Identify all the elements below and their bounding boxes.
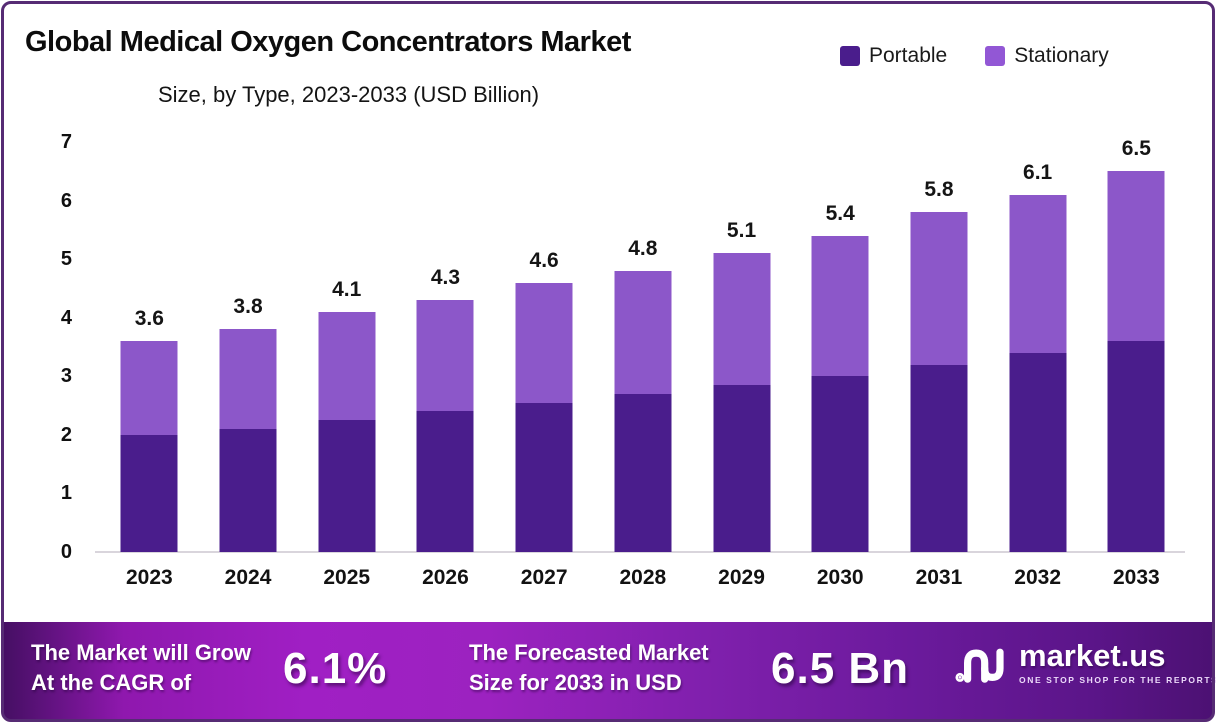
bar-segment-stationary-2032[interactable] [1009,194,1067,353]
bar-stack-2024[interactable] [219,329,277,552]
x-tick-2028: 2028 [619,566,667,589]
x-tick-2024: 2024 [224,566,272,589]
legend-label: Stationary [1014,44,1109,67]
bar-group-2031: 5.8 2031 [890,142,989,589]
bar-segment-portable-2025[interactable] [318,420,376,552]
bar-stack-2027[interactable] [515,282,573,552]
forecast-value: 6.5 Bn [771,644,910,693]
bar-group-2030: 5.4 2030 [791,142,890,589]
forecast-label-line2: Size for 2033 in USD [469,669,682,695]
bar-segment-portable-2033[interactable] [1107,341,1165,552]
bar-segment-portable-2030[interactable] [811,376,869,552]
x-tick-2032: 2032 [1014,566,1061,589]
brand-logo[interactable]: market.us ONE STOP SHOP FOR THE REPORTS [955,638,1216,686]
bar-segment-portable-2028[interactable] [614,393,672,552]
page-title: Global Medical Oxygen Concentrators Mark… [25,26,631,58]
total-label-2024: 3.8 [233,295,263,319]
bar-segment-stationary-2025[interactable] [318,311,376,421]
x-tick-2023: 2023 [125,566,173,589]
bar-segment-stationary-2024[interactable] [219,329,277,429]
bar-group-2027: 4.6 2027 [495,142,594,589]
total-label-2032: 6.1 [1023,160,1053,184]
bar-group-2026: 4.3 2026 [396,142,495,589]
bottom-banner: The Market will Grow At the CAGR of 6.1%… [3,622,1216,720]
legend-swatch-stationary [985,46,1006,66]
total-label-2031: 5.8 [924,178,954,202]
cagr-value: 6.1% [283,644,388,693]
total-label-2027: 4.6 [529,248,559,272]
bar-segment-portable-2031[interactable] [910,364,968,552]
y-tick-0: 0 [60,541,72,563]
bar-group-2024: 3.8 2024 [199,142,298,589]
bar-stack-2028[interactable] [614,270,672,552]
x-tick-2029: 2029 [718,566,765,589]
bar-segment-portable-2029[interactable] [713,385,771,552]
bar-segment-stationary-2027[interactable] [515,282,573,403]
market-us-logo-icon [955,648,1004,683]
cagr-label-line2: At the CAGR of [31,669,192,695]
bar-stack-2029[interactable] [713,253,771,552]
bar-segment-stationary-2029[interactable] [713,253,771,386]
bar-stack-2030[interactable] [811,235,869,552]
bar-stack-2025[interactable] [318,311,376,552]
x-tick-2026: 2026 [422,566,469,589]
bar-segment-portable-2027[interactable] [515,402,573,552]
brand-name: market.us [1019,638,1166,673]
bar-segment-stationary-2033[interactable] [1107,171,1165,342]
bar-stack-2033[interactable] [1107,171,1165,552]
bar-group-2029: 5.1 2029 [692,142,791,589]
bar-stack-2023[interactable] [120,341,178,552]
legend-item-portable[interactable]: Portable [840,44,947,68]
bar-segment-portable-2023[interactable] [120,434,178,552]
legend-item-stationary[interactable]: Stationary [985,44,1109,68]
x-tick-2025: 2025 [323,566,371,589]
total-label-2029: 5.1 [726,219,757,243]
total-label-2028: 4.8 [628,236,658,260]
legend-label: Portable [869,44,948,67]
bar-group-2028: 4.8 2028 [594,142,693,589]
bar-stack-2031[interactable] [910,212,968,552]
bar-segment-portable-2024[interactable] [219,429,277,552]
cagr-label: The Market will Grow At the CAGR of [31,638,251,697]
y-tick-3: 3 [60,365,72,388]
bar-segment-stationary-2023[interactable] [120,341,178,435]
bar-stack-2032[interactable] [1009,194,1067,552]
y-tick-2: 2 [60,423,72,446]
bar-group-2023: 3.6 2023 [100,142,199,589]
y-tick-4: 4 [60,306,72,329]
bar-segment-stationary-2026[interactable] [416,300,474,412]
chart-legend: Portable Stationary [840,44,1109,68]
x-tick-2033: 2033 [1112,566,1160,589]
chart-subtitle: Size, by Type, 2023-2033 (USD Billion) [158,82,540,107]
y-tick-6: 6 [60,189,72,212]
y-tick-5: 5 [60,248,72,271]
bar-segment-portable-2032[interactable] [1009,352,1067,552]
total-label-2033: 6.5 [1121,137,1151,161]
y-tick-7: 7 [60,131,72,153]
y-tick-1: 1 [60,482,72,505]
x-tick-2031: 2031 [915,566,963,589]
total-label-2023: 3.6 [134,307,164,331]
forecast-label: The Forecasted Market Size for 2033 in U… [469,638,709,697]
total-label-2030: 5.4 [825,201,855,225]
bar-group-2032: 6.1 2032 [988,142,1087,589]
bar-group-2033: 6.5 2033 [1087,137,1186,589]
bar-segment-stationary-2028[interactable] [614,270,672,394]
x-tick-2030: 2030 [816,566,864,589]
brand-tagline: ONE STOP SHOP FOR THE REPORTS [1019,674,1216,685]
forecast-label-line1: The Forecasted Market [469,640,709,665]
bar-segment-stationary-2030[interactable] [811,235,869,377]
x-tick-2027: 2027 [520,566,568,589]
legend-swatch-portable [840,46,860,66]
bar-stack-2026[interactable] [416,300,474,552]
x-axis-line [95,551,1185,553]
bar-group-2025: 4.1 2025 [297,142,396,589]
bar-segment-portable-2026[interactable] [416,411,474,552]
total-label-2025: 4.1 [332,277,362,301]
bar-segment-stationary-2031[interactable] [910,212,968,365]
total-label-2026: 4.3 [430,266,461,290]
cagr-label-line1: The Market will Grow [31,640,252,665]
